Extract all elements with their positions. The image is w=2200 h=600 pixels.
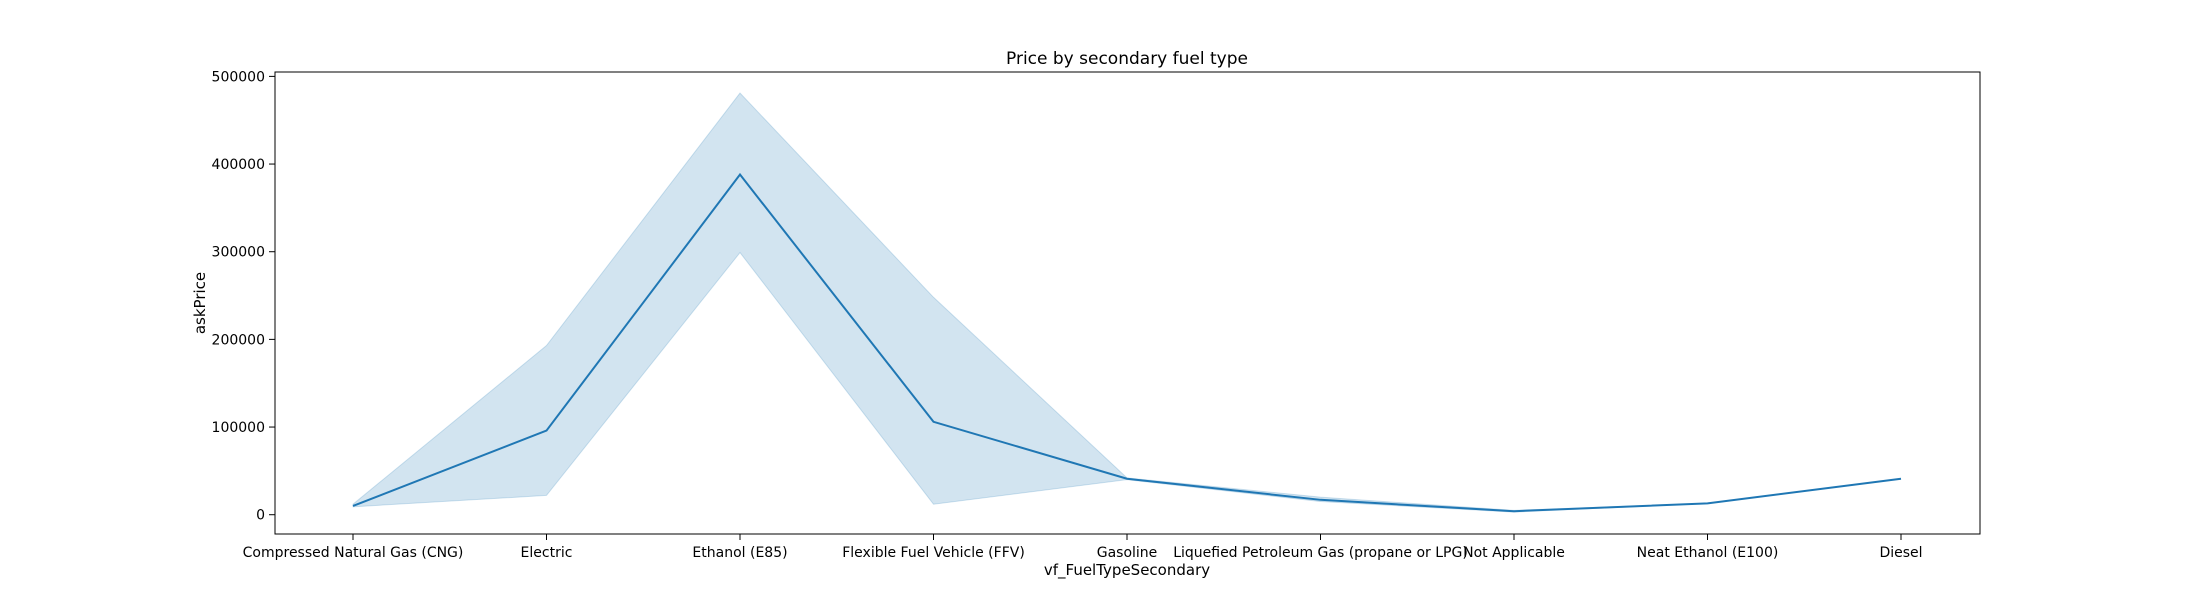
x-tick-label: Diesel <box>1879 545 1922 561</box>
x-tick-label: Ethanol (E85) <box>692 545 787 561</box>
x-tick-label: Compressed Natural Gas (CNG) <box>243 545 464 561</box>
data-point <box>1512 509 1516 513</box>
y-axis: 0 100000 200000 300000 400000 500000 <box>212 69 275 524</box>
data-point <box>1125 477 1129 481</box>
y-tick-label: 100000 <box>212 420 265 436</box>
y-tick-label: 0 <box>256 508 265 524</box>
data-point <box>351 504 355 508</box>
data-point <box>932 420 936 424</box>
y-axis-label: askPrice <box>191 272 209 334</box>
data-point <box>738 173 742 177</box>
x-tick-label: Gasoline <box>1097 545 1158 561</box>
confidence-band <box>352 92 1902 513</box>
data-point <box>545 429 549 433</box>
x-axis: Compressed Natural Gas (CNG) Electric Etha… <box>243 534 1923 561</box>
data-point <box>1319 498 1323 502</box>
data-point <box>1706 501 1710 505</box>
y-tick-label: 500000 <box>212 69 265 85</box>
data-point <box>1899 477 1903 481</box>
x-tick-label: Liquefied Petroleum Gas (propane or LPG) <box>1173 545 1468 561</box>
confidence-band-layer <box>352 92 1902 513</box>
x-tick-label: Electric <box>521 545 573 561</box>
chart-title: Price by secondary fuel type <box>1006 49 1248 69</box>
series-line-layer <box>351 172 1903 513</box>
x-tick-label: Flexible Fuel Vehicle (FFV) <box>842 545 1025 561</box>
series-line <box>352 172 1902 513</box>
y-tick-label: 400000 <box>212 157 265 173</box>
x-tick-label: Neat Ethanol (E100) <box>1637 545 1779 561</box>
x-axis-label: vf_FuelTypeSecondary <box>1044 561 1210 580</box>
y-tick-label: 200000 <box>212 332 265 348</box>
x-tick-label: Not Applicable <box>1463 545 1565 561</box>
y-tick-label: 300000 <box>212 245 265 261</box>
